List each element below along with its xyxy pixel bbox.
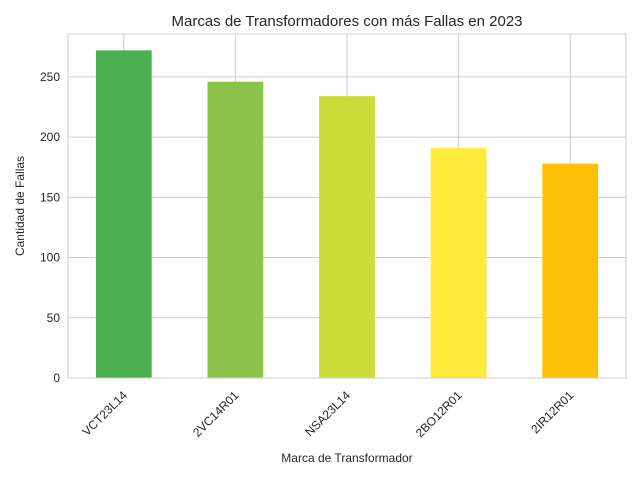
y-tick-label: 150	[40, 190, 60, 204]
x-axis-label: Marca de Transformador	[281, 451, 412, 465]
x-tick-label: 2BO12R01	[413, 388, 465, 440]
bar-2VC14R01	[207, 81, 264, 378]
x-tick-label: VCT23L14	[79, 388, 130, 439]
x-tick-label: NSA23L14	[302, 388, 353, 439]
bars	[95, 50, 599, 379]
bar-2IR12R01	[542, 163, 599, 378]
chart-title: Marcas de Transformadores con más Fallas…	[172, 13, 523, 30]
plot-frame	[67, 33, 627, 379]
x-tick-label: 2IR12R01	[528, 388, 576, 436]
y-tick-label: 250	[40, 70, 60, 84]
y-tick-label: 100	[40, 251, 60, 265]
x-tick-label: 2VC14R01	[190, 388, 242, 440]
bar-NSA23L14	[319, 96, 375, 379]
x-axis-ticks: VCT23L14 2VC14R01 NSA23L14 2BO12R01 2IR12R01	[79, 388, 576, 440]
y-axis-label: Cantidad de Fallas	[13, 156, 27, 256]
y-tick-label: 50	[47, 311, 61, 325]
bar-VCT23L14	[95, 50, 152, 378]
y-tick-label: 0	[53, 371, 60, 385]
y-axis-ticks: 0 50 100 150 200 250	[40, 70, 60, 385]
y-tick-label: 200	[40, 130, 60, 144]
bar-2BO12R01	[430, 147, 487, 378]
